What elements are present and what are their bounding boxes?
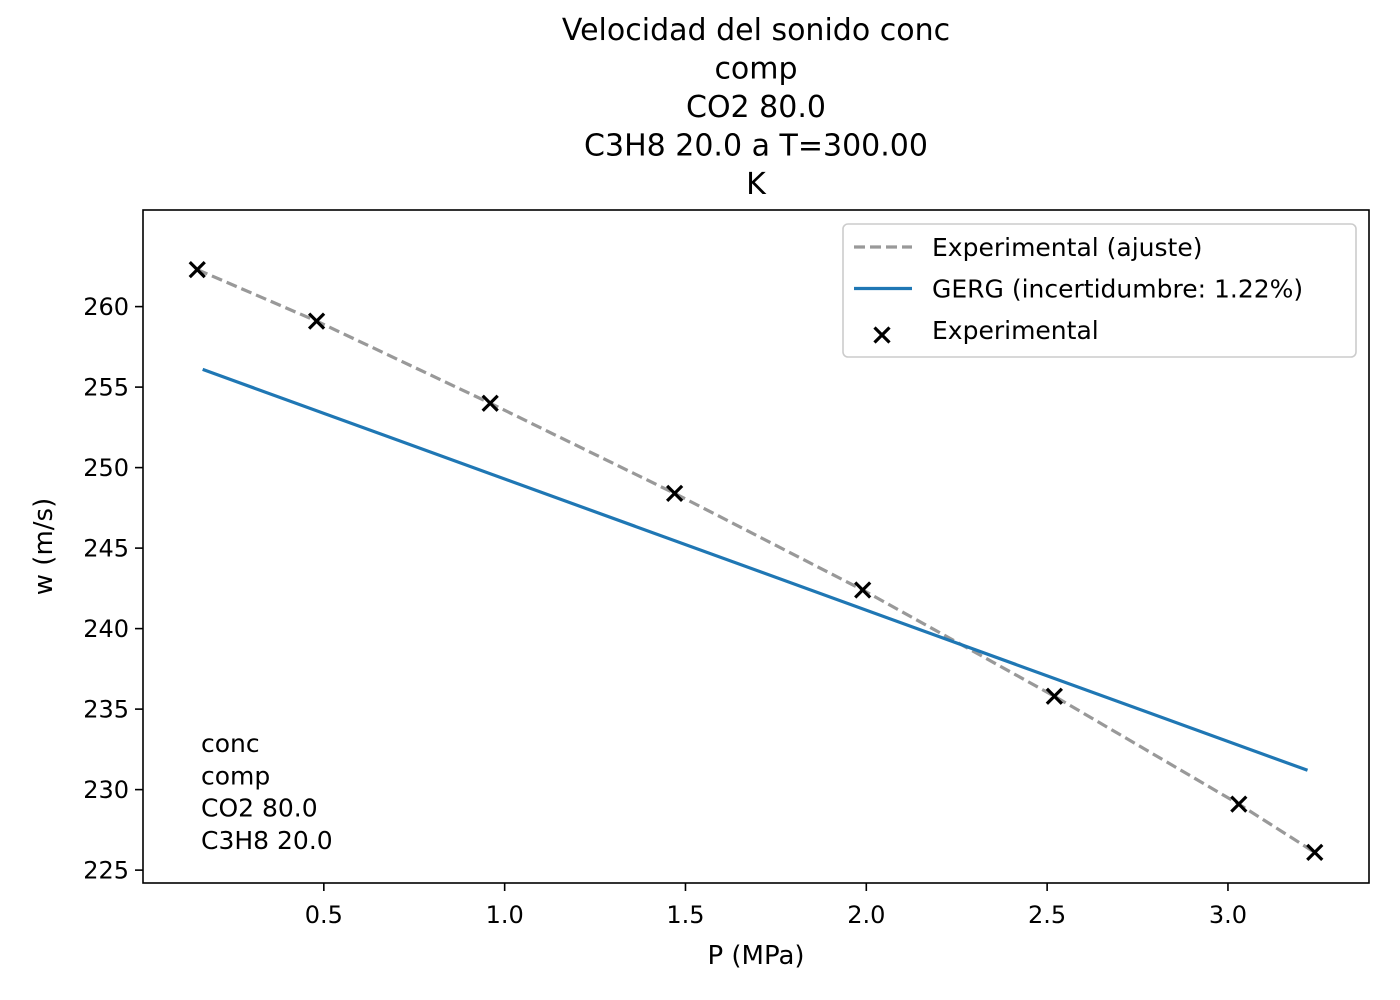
y-tick-label: 255 [83, 374, 129, 402]
marker-stroke [873, 326, 891, 344]
series-experimental [188, 260, 1324, 862]
legend-swatch [873, 326, 891, 344]
y-tick-label: 225 [83, 857, 129, 885]
annotation-line: CO2 80.0 [201, 794, 318, 823]
y-axis: 225 230 235 240 245 250 255 260 [83, 293, 143, 885]
legend-box [842, 223, 1357, 358]
x-axis: 0.5 1.0 1.5 2.0 2.5 3.0 [305, 883, 1247, 929]
data-point [1045, 687, 1063, 705]
data-point [854, 581, 872, 599]
y-axis-label: w (m/s) [29, 498, 59, 595]
x-tick-label: 0.5 [305, 901, 343, 929]
title-line: Velocidad del sonido conc [562, 13, 950, 48]
x-tick-label: 2.0 [847, 901, 885, 929]
legend-label: Experimental (ajuste) [932, 233, 1202, 262]
x-tick-label: 1.0 [486, 901, 524, 929]
marker-stroke [1230, 795, 1248, 813]
x-tick-label: 2.5 [1028, 901, 1066, 929]
legend-entry: Experimental [873, 316, 1099, 345]
plot-area [142, 209, 1370, 884]
marker-stroke [481, 394, 499, 412]
y-tick-label: 235 [83, 696, 129, 724]
marker-stroke [307, 312, 326, 330]
series-experimental-ajuste [196, 268, 1316, 854]
title-line: comp [714, 52, 797, 87]
data-point [307, 312, 326, 330]
legend: Experimental (ajuste) GERG (incertidumbre… [842, 223, 1357, 358]
legend-entry: GERG (incertidumbre: 1.22%) [854, 275, 1303, 304]
data-point [188, 260, 206, 279]
title-line: K [746, 167, 767, 202]
marker-stroke [854, 581, 872, 599]
data-point [1230, 795, 1248, 813]
composition-annotation: conc comp CO2 80.0 C3H8 20.0 [201, 729, 333, 855]
x-tick-label: 1.5 [666, 901, 704, 929]
annotation-line: C3H8 20.0 [201, 826, 333, 855]
legend-entry: Experimental (ajuste) [854, 233, 1202, 262]
x-axis-label: P (MPa) [707, 941, 804, 971]
marker-stroke [1306, 843, 1324, 862]
series-layer [188, 260, 1324, 862]
data-point [665, 484, 684, 502]
y-tick-label: 250 [83, 454, 129, 482]
annotation-line: comp [201, 761, 270, 790]
legend-label: Experimental [932, 316, 1099, 345]
y-tick-label: 230 [83, 776, 129, 804]
data-point [481, 394, 499, 412]
y-tick-label: 245 [83, 535, 129, 563]
title-line: C3H8 20.0 a T=300.00 [584, 129, 928, 164]
fit-line [196, 268, 1316, 854]
marker-stroke [665, 484, 684, 502]
y-tick-label: 240 [83, 615, 129, 643]
annotation-line: conc [201, 729, 260, 758]
gerg-line [202, 367, 1309, 772]
title-line: CO2 80.0 [686, 90, 826, 125]
x-tick-label: 3.0 [1209, 901, 1247, 929]
marker-stroke [188, 260, 206, 279]
marker-stroke [1045, 687, 1063, 705]
data-point [1306, 843, 1324, 862]
series-gerg-incertidumbre-1-22 [202, 367, 1309, 772]
legend-label: GERG (incertidumbre: 1.22%) [932, 275, 1303, 304]
y-tick-label: 260 [83, 293, 129, 321]
